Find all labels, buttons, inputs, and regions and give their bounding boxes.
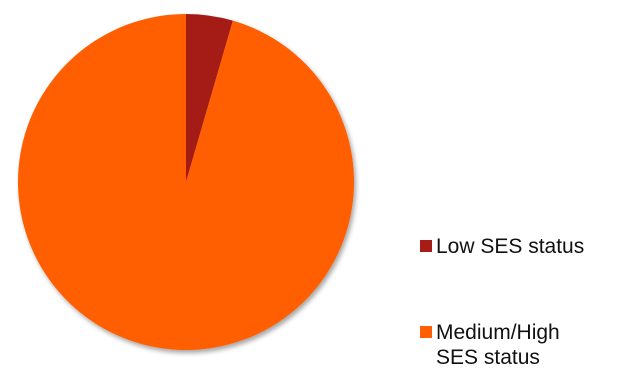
- pie-slice-0: [186, 14, 233, 182]
- legend-item-medium-high-ses: Medium/High SES status: [420, 320, 596, 370]
- legend-label-low-ses: Low SES status: [436, 235, 585, 258]
- legend-swatch-low-ses: [420, 240, 432, 252]
- legend-swatch-medium-high-ses: [420, 326, 432, 338]
- pie-slices: [17, 14, 354, 350]
- pie-slice-1: [17, 14, 354, 350]
- legend-label-medium-high-ses: Medium/High SES status: [436, 321, 560, 369]
- legend-item-low-ses: Low SES status: [420, 234, 596, 259]
